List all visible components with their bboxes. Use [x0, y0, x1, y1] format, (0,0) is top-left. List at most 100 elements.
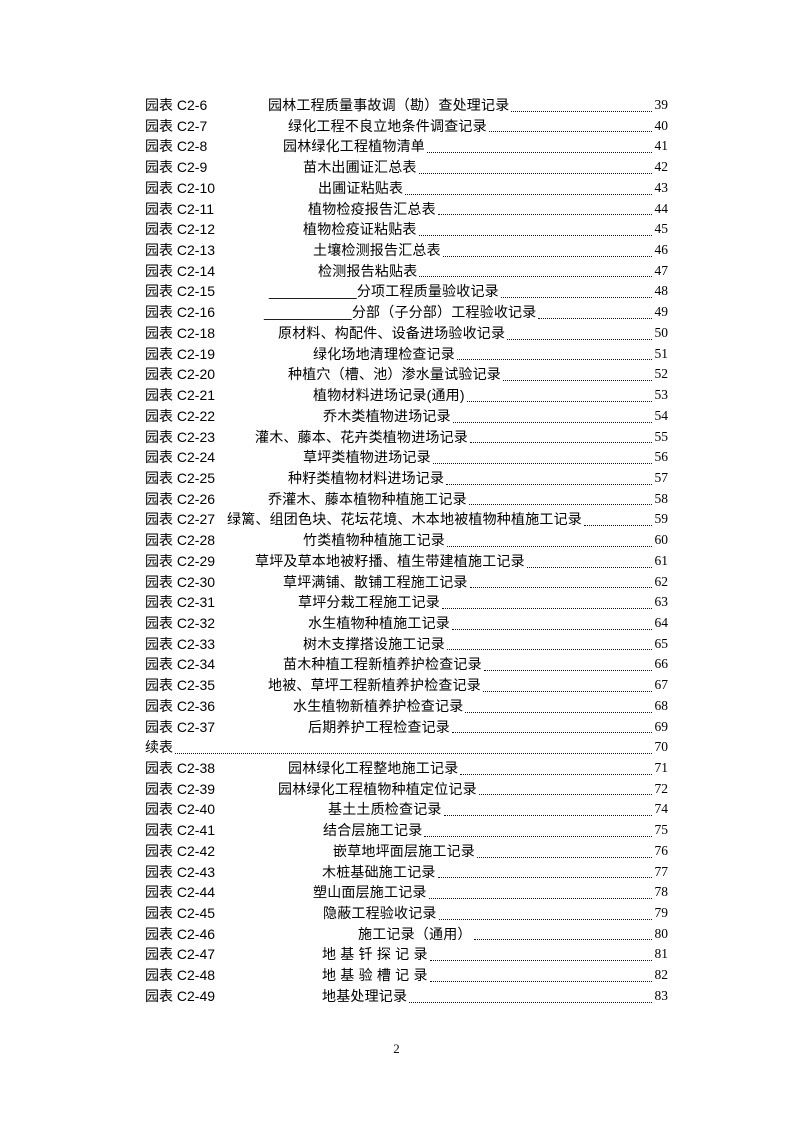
dot-leader — [473, 939, 652, 941]
toc-entry[interactable]: 园表 C2-29 草坪及草本地被籽播、植生带建植施工记录 61 — [145, 551, 668, 572]
toc-entry[interactable]: 园表 C2-22 乔木类植物进场记录 54 — [145, 406, 668, 427]
toc-entry[interactable]: 园表 C2-42 嵌草地坪面层施工记录 76 — [145, 841, 668, 862]
dot-leader — [405, 193, 652, 195]
dot-leader — [460, 773, 652, 775]
entry-head: 园表 C2-41 — [145, 820, 323, 841]
entry-title: ___________分部（子分部）工程验收记录 — [264, 304, 537, 321]
entry-code: 园表 C2-34 — [145, 656, 216, 673]
toc-entry[interactable]: 园表 C2-46 施工记录（通用） 80 — [145, 924, 668, 945]
toc-entry[interactable]: 园表 C2-31 草坪分栽工程施工记录 63 — [145, 592, 668, 613]
toc-entry[interactable]: 园表 C2-8 园林绿化工程植物清单 41 — [145, 136, 668, 157]
toc-entry[interactable]: 园表 C2-44 塑山面层施工记录 78 — [145, 882, 668, 903]
entry-page-number: 59 — [654, 511, 669, 527]
entry-code: 园表 C2-6 — [145, 97, 208, 113]
dot-leader — [478, 794, 652, 796]
dot-leader — [447, 545, 652, 547]
toc-entry[interactable]: 园表 C2-49 地基处理记录 83 — [145, 986, 668, 1007]
entry-page-number: 48 — [654, 283, 669, 299]
toc-entry[interactable]: 园表 C2-48 地 基 验 槽 记 录 82 — [145, 965, 668, 986]
entry-head: 园表 C2-27 — [145, 509, 227, 530]
toc-entry[interactable]: 园表 C2-11 植物检疫报告汇总表 44 — [145, 199, 668, 220]
entry-title: 园林绿化工程植物清单 — [283, 138, 425, 155]
toc-entry[interactable]: 园表 C2-32 水生植物种植施工记录 64 — [145, 613, 668, 634]
toc-entry[interactable]: 园表 C2-47 地 基 钎 探 记 录 81 — [145, 944, 668, 965]
entry-page-number: 46 — [654, 242, 669, 258]
entry-head: 园表 C2-14 — [145, 261, 318, 282]
toc-entry[interactable]: 园表 C2-20 种植穴（槽、池）渗水量试验记录 52 — [145, 364, 668, 385]
toc-entry[interactable]: 园表 C2-45 隐蔽工程验收记录 79 — [145, 903, 668, 924]
toc-entry[interactable]: 园表 C2-16 ___________分部（子分部）工程验收记录 49 — [145, 302, 668, 323]
toc-entry[interactable]: 园表 C2-40 基土土质检查记录 74 — [145, 799, 668, 820]
toc-entry[interactable]: 园表 C2-33 树木支撑搭设施工记录 65 — [145, 634, 668, 655]
dot-leader — [418, 172, 652, 174]
dot-leader — [488, 131, 652, 133]
toc-entry[interactable]: 园表 C2-27 绿篱、组团色块、花坛花境、木本地被植物种植施工记录 59 — [145, 509, 668, 530]
entry-page-number: 66 — [654, 656, 669, 672]
dot-leader — [538, 317, 652, 319]
toc-entry[interactable]: 园表 C2-39 园林绿化工程植物种植定位记录 72 — [145, 779, 668, 800]
entry-code: 园表 C2-35 — [145, 677, 216, 694]
toc-entry[interactable]: 园表 C2-9 苗木出圃证汇总表 42 — [145, 157, 668, 178]
toc-entry[interactable]: 园表 C2-21 植物材料进场记录(通用) 53 — [145, 385, 668, 406]
toc-entry[interactable]: 园表 C2-19 绿化场地清理检查记录 51 — [145, 344, 668, 365]
dot-leader — [427, 152, 652, 154]
toc-entry[interactable]: 园表 C2-43 木桩基础施工记录 77 — [145, 862, 668, 883]
entry-code: 园表 C2-38 — [145, 760, 216, 776]
entry-head: 园表 C2-39 — [145, 779, 278, 800]
entry-head: 园表 C2-46 — [145, 924, 358, 945]
toc-entry[interactable]: 园表 C2-12 植物检疫证粘贴表 45 — [145, 219, 668, 240]
entry-title: 土壤检测报告汇总表 — [313, 242, 441, 259]
entry-page-number: 58 — [654, 490, 669, 506]
toc-entry[interactable]: 园表 C2-7 绿化工程不良立地条件调查记录 40 — [145, 116, 668, 137]
toc-entry[interactable]: 园表 C2-38 园林绿化工程整地施工记录 71 — [145, 758, 668, 779]
toc-entry[interactable]: 续表 70 — [145, 737, 668, 758]
toc-entry[interactable]: 园表 C2-18 原材料、构配件、设备进场验收记录 50 — [145, 323, 668, 344]
toc-entry[interactable]: 园表 C2-41 结合层施工记录 75 — [145, 820, 668, 841]
entry-title: 原材料、构配件、设备进场验收记录 — [278, 324, 506, 341]
toc-entry[interactable]: 园表 C2-10 出圃证粘贴表 43 — [145, 178, 668, 199]
dot-leader — [452, 421, 652, 423]
dot-leader — [429, 960, 652, 962]
toc-entry[interactable]: 园表 C2-36 水生植物新植养护检查记录 68 — [145, 696, 668, 717]
toc-entry[interactable]: 园表 C2-26 乔灌木、藤本植物种植施工记录 58 — [145, 489, 668, 510]
entry-title: 灌木、藤本、花卉类植物进场记录 — [255, 428, 468, 445]
entry-code: 园表 C2-46 — [145, 925, 216, 942]
toc-entry[interactable]: 园表 C2-15 ___________分项工程质量验收记录 48 — [145, 281, 668, 302]
toc-entry[interactable]: 园表 C2-34 苗木种植工程新植养护检查记录 66 — [145, 654, 668, 675]
dot-leader — [466, 400, 652, 402]
entry-code: 园表 C2-28 — [145, 532, 216, 549]
toc-entry[interactable]: 园表 C2-28 竹类植物种植施工记录 60 — [145, 530, 668, 551]
toc-entry[interactable]: 园表 C2-23 灌木、藤本、花卉类植物进场记录 55 — [145, 427, 668, 448]
entry-code: 园表 C2-8 — [145, 138, 208, 155]
entry-head: 园表 C2-44 — [145, 882, 313, 903]
entry-page-number: 51 — [654, 345, 669, 361]
toc-entry[interactable]: 园表 C2-35 地被、草坪工程新植养护检查记录 67 — [145, 675, 668, 696]
dot-leader — [452, 628, 652, 630]
toc-entry[interactable]: 园表 C2-14 检测报告粘贴表 47 — [145, 261, 668, 282]
entry-page-number: 43 — [654, 179, 669, 195]
entry-head: 园表 C2-48 — [145, 965, 322, 986]
dot-leader — [470, 442, 652, 444]
entry-code: 园表 C2-7 — [145, 117, 208, 134]
entry-title: 塑山面层施工记录 — [313, 884, 427, 901]
toc-entry[interactable]: 园表 C2-37 后期养护工程检查记录 69 — [145, 717, 668, 738]
entry-page-number: 50 — [654, 324, 669, 340]
entry-title: 嵌草地坪面层施工记录 — [333, 842, 475, 859]
entry-title: 基土土质检查记录 — [328, 801, 442, 818]
toc-entry[interactable]: 园表 C2-25 种籽类植物材料进场记录 57 — [145, 468, 668, 489]
toc-entry[interactable]: 园表 C2-24 草坪类植物进场记录 56 — [145, 447, 668, 468]
entry-code: 园表 C2-30 — [145, 573, 216, 590]
entry-title: 结合层施工记录 — [323, 822, 423, 839]
toc-entry[interactable]: 园表 C2-30 草坪满铺、散铺工程施工记录 62 — [145, 572, 668, 593]
toc-entry[interactable]: 园表 C2-13 土壤检测报告汇总表 46 — [145, 240, 668, 261]
entry-head: 园表 C2-15 — [145, 281, 269, 302]
entry-code: 园表 C2-33 — [145, 635, 216, 652]
dot-leader — [465, 711, 652, 713]
entry-code: 园表 C2-36 — [145, 697, 216, 714]
entry-code: 园表 C2-49 — [145, 987, 216, 1004]
toc-entry[interactable]: 园表 C2-6 园林工程质量事故调（勘）查处理记录 39 — [145, 95, 668, 116]
dot-leader — [483, 670, 652, 672]
entry-code: 园表 C2-22 — [145, 407, 216, 424]
entry-head: 园表 C2-34 — [145, 654, 283, 675]
entry-title: 草坪及草本地被籽播、植生带建植施工记录 — [255, 552, 525, 569]
